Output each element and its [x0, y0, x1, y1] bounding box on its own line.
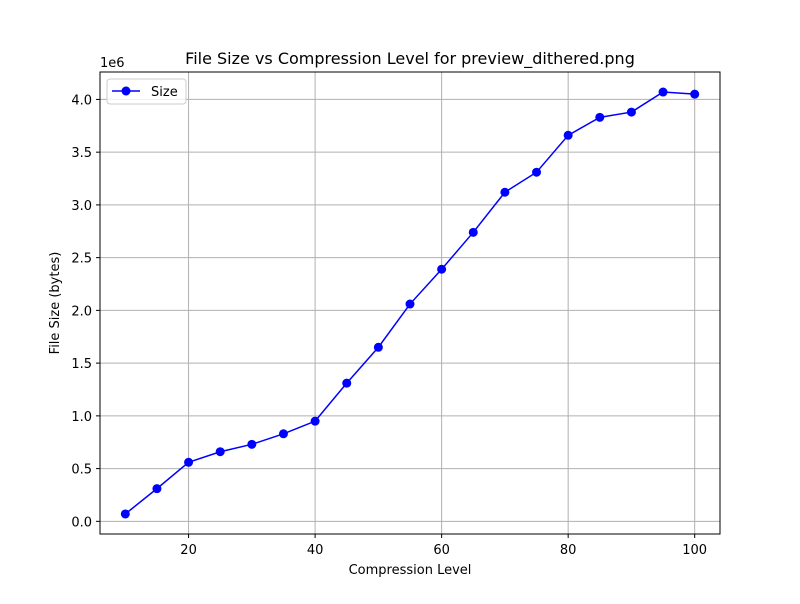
legend-label: Size	[151, 85, 178, 100]
data-point	[310, 416, 320, 426]
data-point	[437, 264, 447, 274]
grid-layer	[100, 72, 720, 534]
x-axis-label: Compression Level	[349, 563, 472, 578]
data-point	[247, 439, 257, 449]
y-tick-label: 0.5	[71, 463, 92, 478]
data-point	[626, 107, 636, 117]
y-tick-label: 2.0	[71, 304, 92, 319]
x-tick-label: 60	[433, 543, 450, 558]
data-point	[373, 342, 383, 352]
y-tick-label: 1.0	[71, 410, 92, 425]
y-tick-label: 0.0	[71, 515, 92, 530]
y-offset-label: 1e6	[100, 56, 125, 71]
x-tick-label: 40	[307, 543, 324, 558]
data-point	[468, 227, 478, 237]
data-point	[405, 299, 415, 309]
y-axis-label: File Size (bytes)	[48, 252, 63, 355]
legend-box	[106, 78, 187, 105]
data-point	[278, 429, 288, 439]
x-tick-label: 100	[682, 543, 707, 558]
data-point	[500, 187, 510, 197]
data-point	[532, 167, 542, 177]
data-point	[658, 87, 668, 97]
data-point	[595, 112, 605, 122]
data-point	[342, 378, 352, 388]
data-point	[690, 89, 700, 99]
data-point	[215, 447, 225, 457]
data-point	[563, 130, 573, 140]
y-tick-label: 4.0	[71, 93, 92, 108]
y-tick-label: 3.0	[71, 199, 92, 214]
y-tick-label: 1.5	[71, 357, 92, 372]
legend-marker-swatch	[121, 86, 131, 96]
legend: Size	[106, 78, 187, 105]
data-point	[120, 509, 130, 519]
chart-title: File Size vs Compression Level for previ…	[185, 49, 635, 69]
series-layer	[120, 87, 700, 519]
x-tick-label: 80	[560, 543, 577, 558]
data-point	[152, 484, 162, 494]
tick-layer: 20 40 60 80 100 0.0 0.5 1.0 1.5 2.0 2.5 3.0 3.5 4.0	[71, 93, 707, 558]
y-tick-label: 3.5	[71, 146, 92, 161]
y-tick-label: 2.5	[71, 252, 92, 267]
plot-frame	[99, 71, 721, 535]
data-point	[184, 457, 194, 467]
x-tick-label: 20	[180, 543, 197, 558]
